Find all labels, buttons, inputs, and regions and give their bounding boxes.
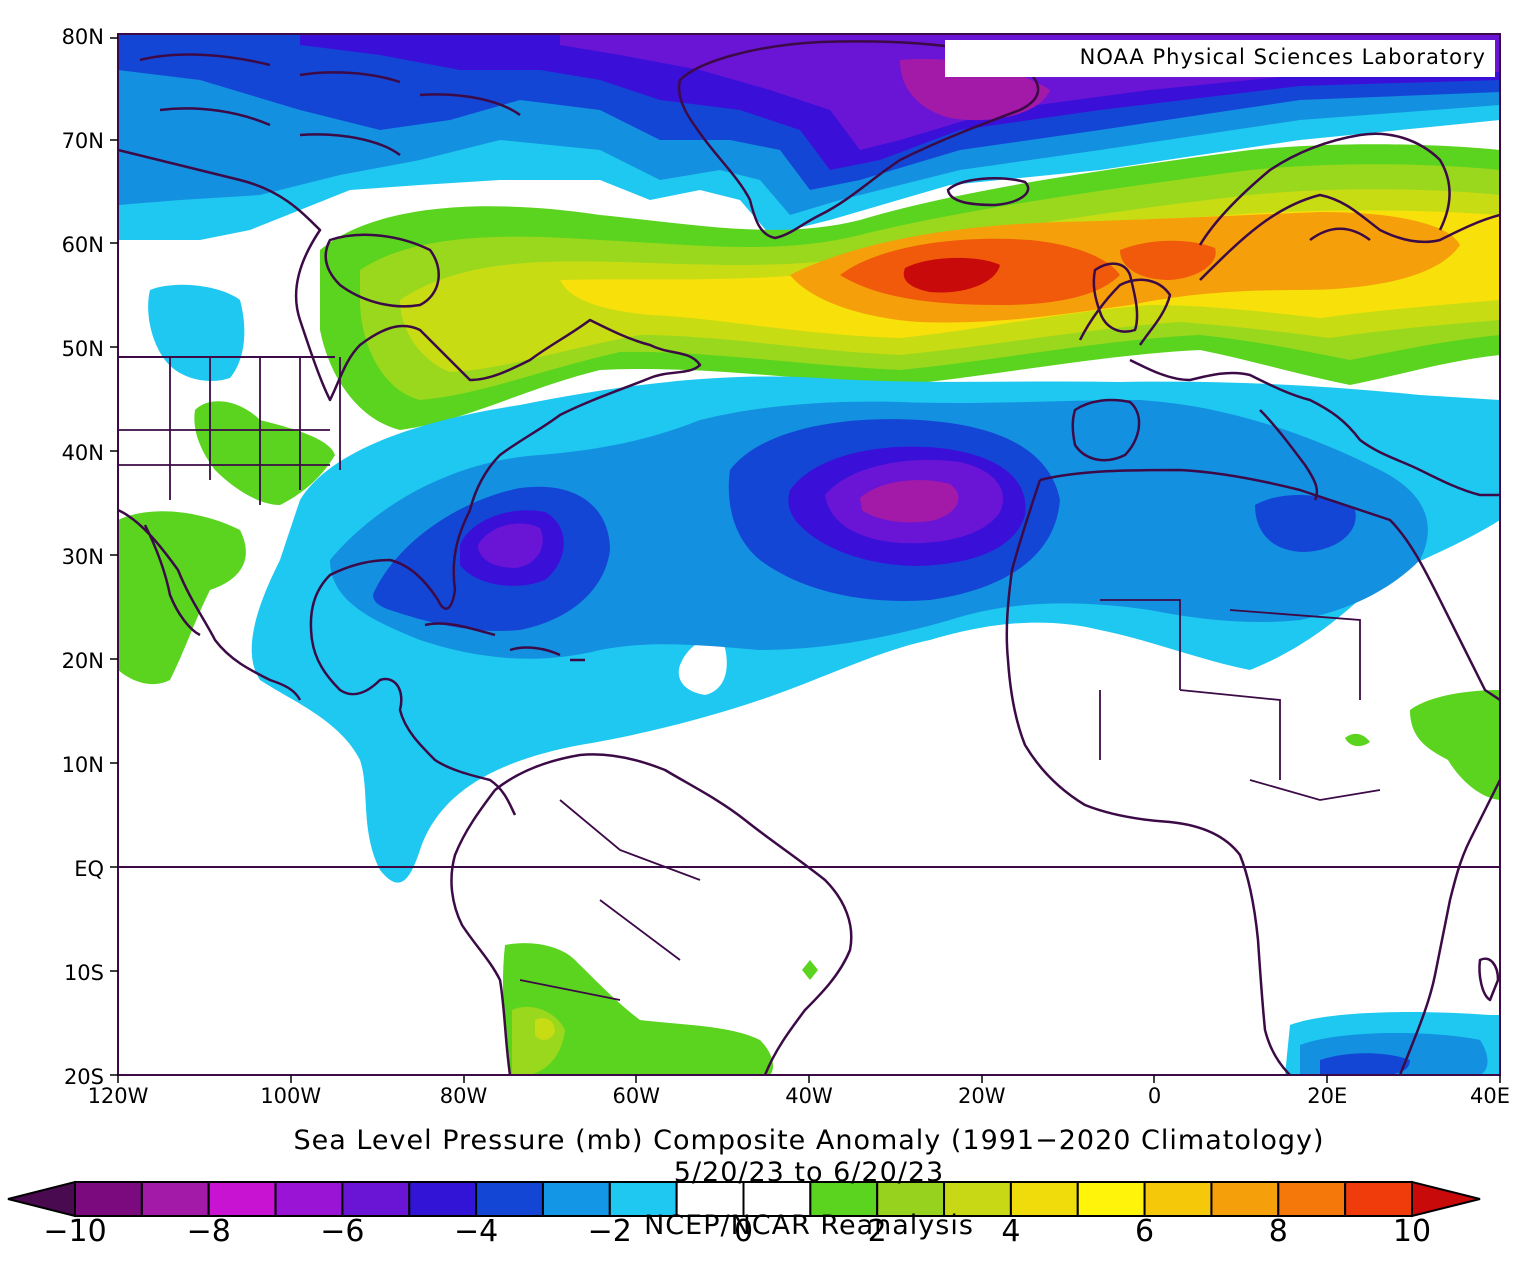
south-america-outline: [450, 753, 853, 1075]
lat-label: 50N: [61, 337, 104, 361]
lon-label: 80W: [439, 1084, 488, 1108]
south-africa-blue: [1320, 1053, 1410, 1075]
colorbar-label: −10: [43, 1214, 107, 1249]
baja-outline: [143, 524, 201, 637]
lon-label: 40E: [1470, 1084, 1510, 1108]
colorbar-swatch: [1076, 1181, 1146, 1217]
iceland-outline: [946, 177, 1030, 207]
africa-outline: [1005, 468, 1500, 1075]
lon-label: 60W: [612, 1084, 661, 1108]
figure-title: Sea Level Pressure (mb) Composite Anomal…: [293, 1125, 1325, 1156]
lon-label: 100W: [260, 1084, 322, 1108]
lat-label: 80N: [61, 25, 104, 49]
colorbar-label: 0: [733, 1214, 754, 1249]
lat-ticks: [110, 37, 118, 1076]
baja-green: [118, 511, 246, 685]
colorbar-label: 6: [1135, 1214, 1155, 1249]
colorbar-label: 2: [867, 1214, 887, 1249]
credit-box: NOAA Physical Sciences Laboratory: [945, 40, 1495, 77]
colorbar-swatch: [274, 1181, 344, 1217]
colorbar-swatch: [408, 1181, 478, 1217]
arctic-archipelago-outline: [139, 53, 521, 157]
subtropical-blue-east: [1255, 494, 1356, 552]
south-america-green: [502, 943, 773, 1075]
positive-band-red: [903, 257, 1000, 293]
east-africa-outline: [1398, 779, 1500, 1075]
lon-label: 40W: [785, 1084, 833, 1108]
colorbar-label: −2: [587, 1214, 632, 1249]
iberia-outline: [1071, 398, 1141, 462]
colorbar-swatch: [341, 1181, 411, 1217]
lat-label: 10S: [63, 961, 104, 985]
lat-label: 70N: [61, 129, 104, 153]
subtropical-purple-west: [478, 523, 543, 568]
uk-outline: [1092, 262, 1139, 333]
colorbar-label: −4: [453, 1214, 499, 1249]
lon-label: 20W: [958, 1084, 1006, 1108]
colorbar-swatch: [541, 1181, 611, 1217]
colorbar-label: −6: [320, 1214, 365, 1249]
credit-text: NOAA Physical Sciences Laboratory: [1079, 45, 1486, 69]
colorbar-swatch: [1210, 1181, 1280, 1217]
caribbean-islands: [424, 622, 585, 662]
brazil-green-dot: [802, 960, 818, 980]
data-source: NCEP/NCAR Reanalysis: [644, 1210, 974, 1241]
anomaly-field: [118, 34, 1500, 1075]
lon-label: 20E: [1307, 1084, 1348, 1108]
subtropical-deep-purple: [860, 480, 959, 523]
madagascar-outline: [1478, 957, 1500, 1002]
colorbar-label: 8: [1268, 1214, 1288, 1249]
colorbar-swatch: [809, 1181, 879, 1217]
lon-label: 120W: [87, 1084, 149, 1108]
lat-label: 60N: [61, 233, 104, 257]
lat-label: EQ: [74, 857, 104, 881]
scandinavia-outline: [1198, 132, 1451, 246]
subtropical-neutral-hole: [678, 639, 727, 695]
east-africa-green: [1410, 690, 1500, 800]
lat-label: 30N: [61, 545, 104, 569]
north-america-outline: [118, 148, 702, 816]
nile-green: [1345, 733, 1370, 747]
colorbar: [7, 1180, 1481, 1218]
political-borders: [118, 357, 1381, 1001]
mexico-west-outline: [118, 508, 302, 701]
lat-label: 40N: [61, 441, 104, 465]
colorbar-swatch: [943, 1181, 1012, 1217]
lon-ticks: [117, 1075, 1501, 1083]
greenland-outline: [677, 40, 1040, 240]
south-america-yellow-green: [535, 1018, 555, 1040]
coastlines: [118, 40, 1500, 1075]
lat-label: 20N: [61, 649, 104, 673]
lat-label: 10N: [61, 753, 104, 777]
colorbar-label: 4: [1001, 1214, 1021, 1249]
hudson-bay-outline: [324, 233, 440, 308]
colorbar-swatch: [675, 1181, 745, 1217]
europe-outline: [1078, 193, 1500, 497]
positive-band-red-orange-east: [1120, 240, 1216, 280]
colorbar-max-arrow: [1411, 1180, 1481, 1218]
colorbar-swatch: [1277, 1181, 1347, 1217]
colorbar-label: 10: [1392, 1214, 1432, 1249]
colorbar-swatch: [74, 1181, 143, 1217]
colorbar-label: −8: [186, 1214, 231, 1249]
lat-label: 20S: [63, 1065, 104, 1089]
date-range: 5/20/23 to 6/20/23: [673, 1157, 945, 1188]
italy-outline: [1259, 409, 1319, 501]
lon-label: 0: [1147, 1084, 1162, 1108]
